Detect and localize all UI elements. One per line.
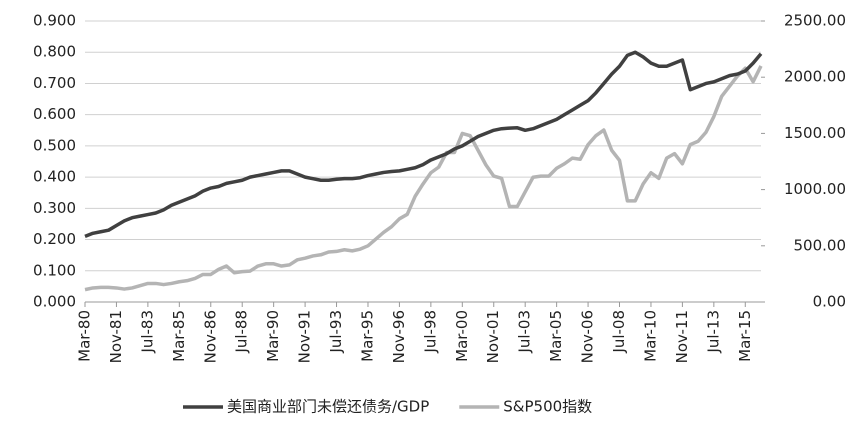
x-tick-label: Mar-85 bbox=[170, 310, 188, 362]
y-tick-label: 0.400 bbox=[33, 168, 76, 186]
x-tick-label: Mar-90 bbox=[264, 310, 282, 362]
y-tick-label: 0.100 bbox=[33, 261, 76, 279]
y-tick-label: 0.800 bbox=[33, 43, 76, 61]
x-tick-label: Nov-06 bbox=[579, 310, 597, 363]
y2-tick-label: 1000.00 bbox=[784, 180, 846, 198]
x-tick-label: Mar-80 bbox=[76, 310, 94, 362]
x-tick-label: Jul-13 bbox=[704, 310, 722, 354]
x-tick-label: Mar-00 bbox=[453, 310, 471, 362]
y2-tick-label: 500.00 bbox=[794, 236, 847, 254]
y2-tick-label: 2000.00 bbox=[784, 68, 846, 86]
y-tick-label: 0.300 bbox=[33, 199, 76, 217]
y-tick-label: 0.000 bbox=[33, 293, 76, 311]
y-tick-label: 0.600 bbox=[33, 105, 76, 123]
x-tick-label: Mar-05 bbox=[547, 310, 565, 362]
x-tick-label: Nov-91 bbox=[296, 310, 314, 363]
x-tick-label: Jul-83 bbox=[138, 310, 156, 354]
x-tick-label: Jul-93 bbox=[327, 310, 345, 354]
x-tick-label: Jul-08 bbox=[610, 310, 628, 354]
x-tick-label: Nov-01 bbox=[484, 310, 502, 363]
series-line bbox=[84, 65, 763, 292]
legend-label: 美国商业部门未偿还债务/GDP bbox=[227, 398, 429, 416]
x-tick-label: Nov-81 bbox=[107, 310, 125, 363]
x-tick-label: Nov-11 bbox=[673, 310, 691, 363]
y2-tick-label: 1500.00 bbox=[784, 124, 846, 142]
x-tick-label: Jul-98 bbox=[421, 310, 439, 354]
x-tick-label: Jul-88 bbox=[233, 310, 251, 354]
y-tick-label: 0.200 bbox=[33, 230, 76, 248]
x-tick-label: Mar-10 bbox=[641, 310, 659, 362]
x-tick-label: Mar-95 bbox=[358, 310, 376, 362]
y2-tick-label: 2500.00 bbox=[784, 12, 846, 30]
x-tick-label: Jul-03 bbox=[516, 310, 534, 354]
series-line bbox=[84, 50, 763, 239]
x-tick-label: Nov-86 bbox=[201, 310, 219, 363]
x-tick-label: Mar-15 bbox=[736, 310, 754, 362]
y-tick-label: 0.900 bbox=[33, 12, 76, 30]
y2-tick-label: 0.00 bbox=[813, 293, 846, 311]
legend-label: S&P500指数 bbox=[503, 398, 592, 416]
x-tick-label: Nov-96 bbox=[390, 310, 408, 363]
y-tick-label: 0.700 bbox=[33, 74, 76, 92]
y-tick-label: 0.500 bbox=[33, 136, 76, 154]
